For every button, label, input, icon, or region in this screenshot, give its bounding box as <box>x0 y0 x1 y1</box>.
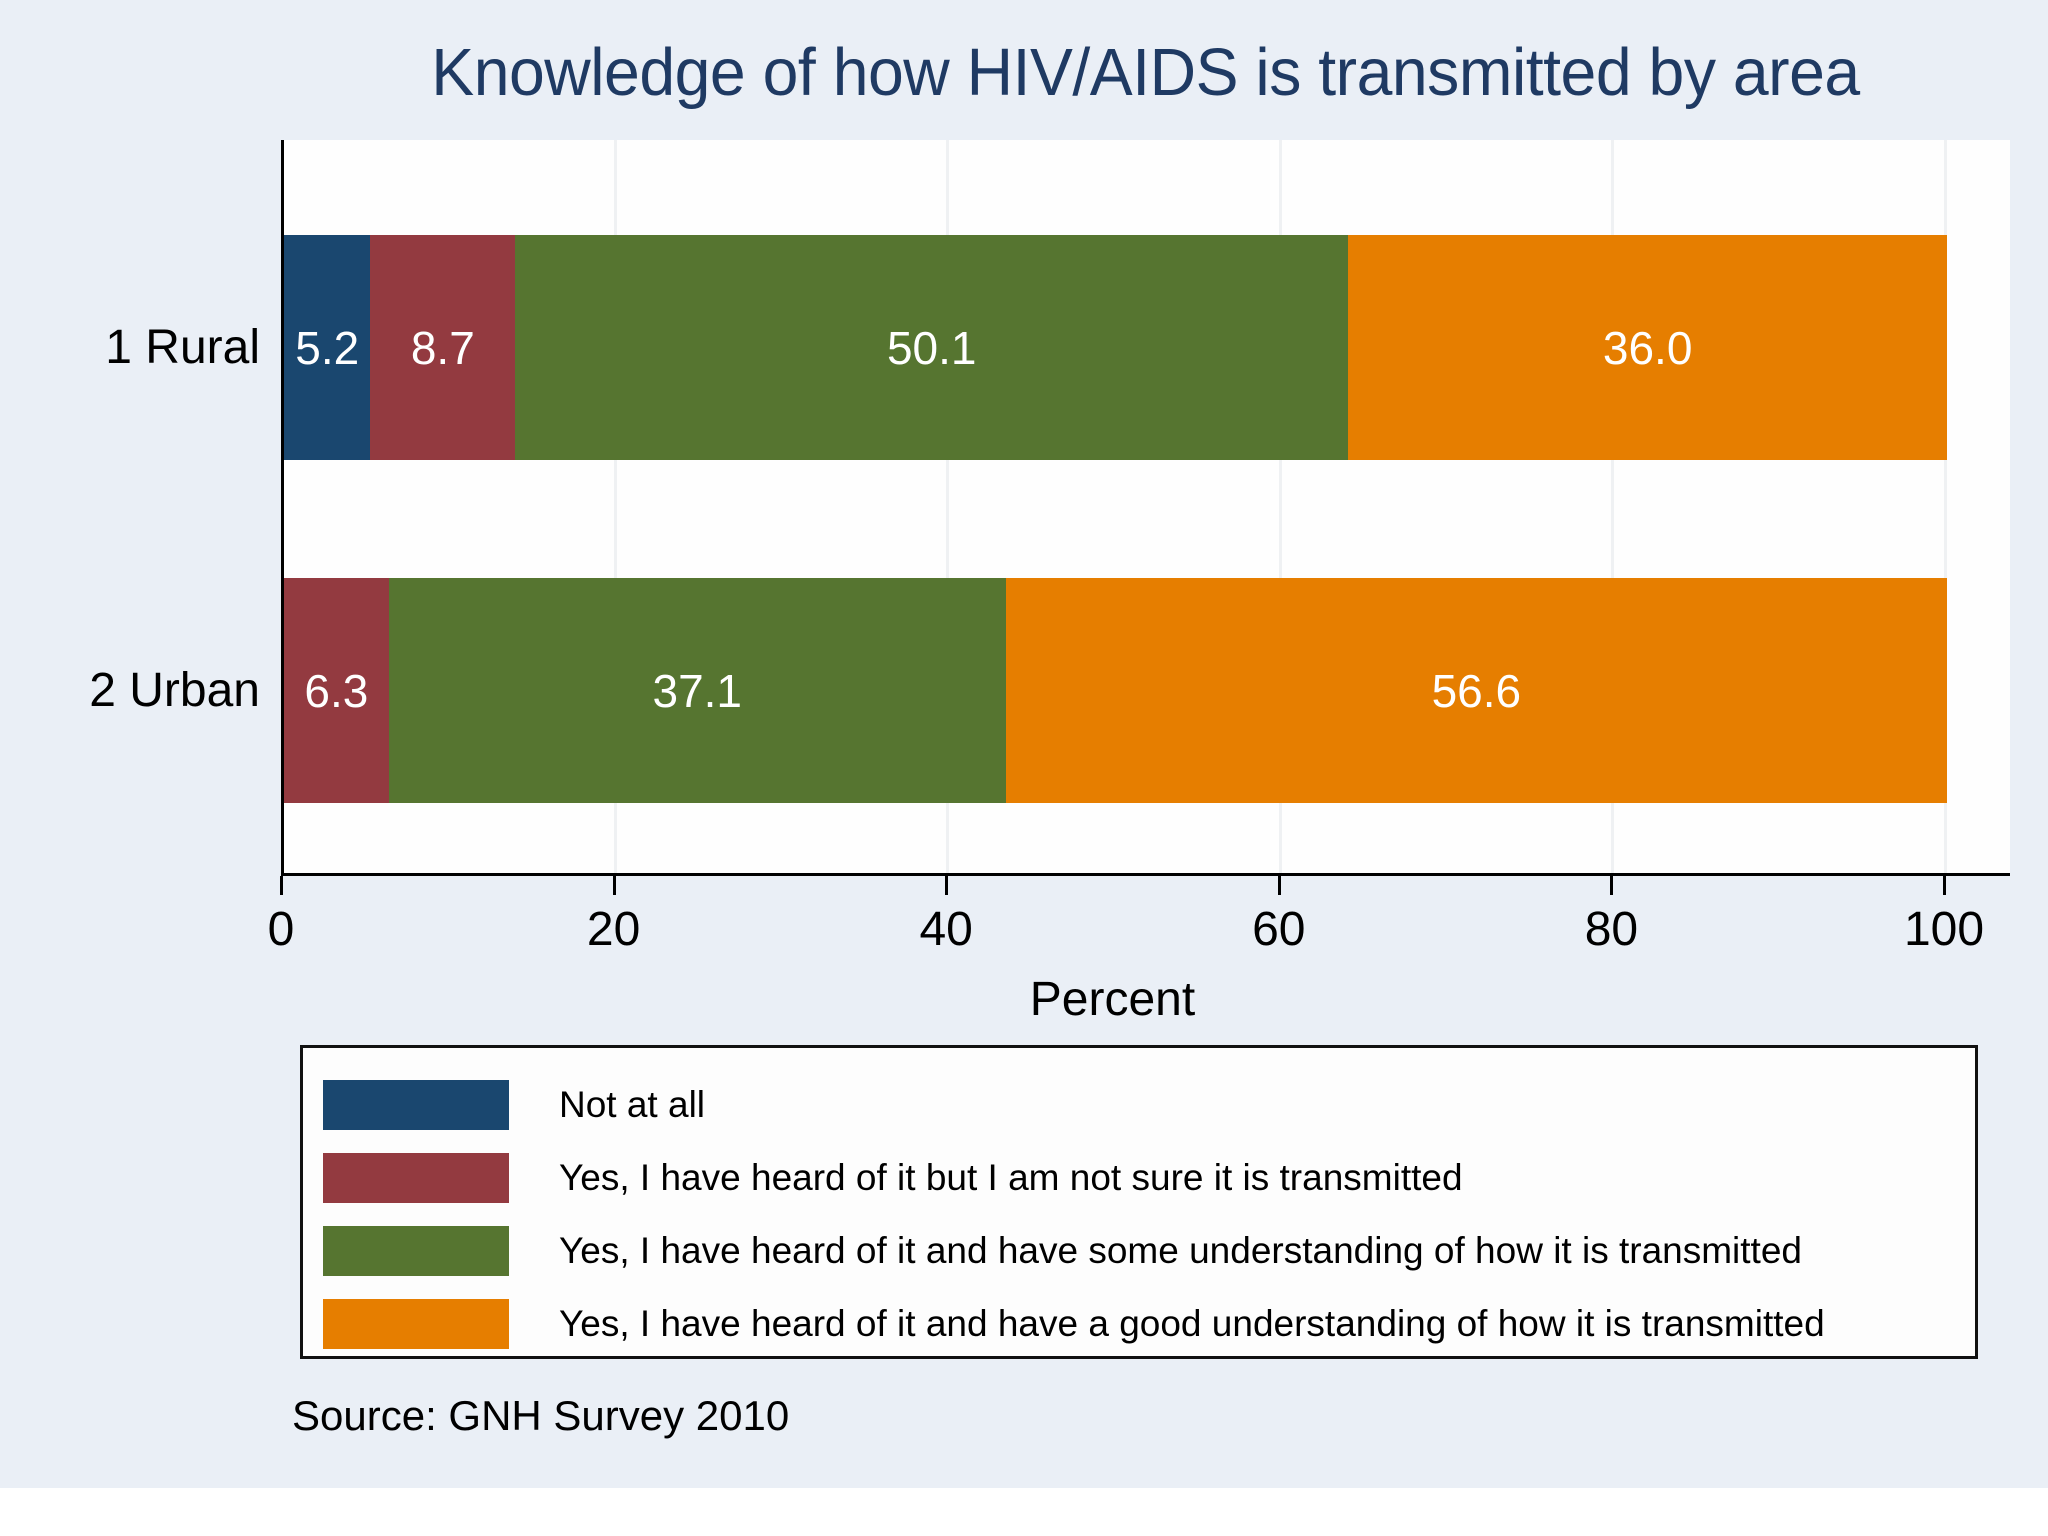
gridline-100 <box>1944 140 1947 873</box>
plot-area: 5.2 8.7 50.1 36.0 6.3 37.1 56.6 <box>281 140 2010 876</box>
legend-item-2: Yes, I have heard of it but I am not sur… <box>323 1141 1975 1214</box>
legend-item-4: Yes, I have heard of it and have a good … <box>323 1287 1975 1360</box>
legend-label-2: Yes, I have heard of it but I am not sur… <box>559 1156 1463 1198</box>
bar-value-label: 5.2 <box>295 321 360 374</box>
bar-value-label: 37.1 <box>652 664 743 717</box>
bar-segment-series3: 50.1 <box>515 235 1349 460</box>
legend-label-1: Not at all <box>559 1083 706 1125</box>
tick-label-60: 60 <box>1252 903 1306 956</box>
bar-value-label: 6.3 <box>304 664 369 717</box>
tick-mark-100 <box>1943 876 1946 895</box>
bar-value-label: 8.7 <box>410 321 475 374</box>
legend-swatch-2 <box>323 1152 509 1203</box>
legend-swatch-3 <box>323 1225 509 1276</box>
gridline-40 <box>946 140 950 873</box>
bar-segment-series4: 36.0 <box>1348 235 1947 460</box>
legend-label-3: Yes, I have heard of it and have some un… <box>559 1229 1802 1271</box>
legend-item-3: Yes, I have heard of it and have some un… <box>323 1214 1975 1287</box>
tick-mark-80 <box>1610 876 1614 895</box>
category-label-2-urban: 2 Urban <box>89 663 260 717</box>
tick-label-100: 100 <box>1903 903 1985 956</box>
legend-item-1: Not at all <box>323 1068 1975 1141</box>
tick-mark-40 <box>945 876 949 895</box>
tick-mark-60 <box>1277 876 1281 895</box>
tick-label-80: 80 <box>1584 903 1639 956</box>
tick-mark-20 <box>612 876 616 895</box>
gridline-60 <box>1278 140 1282 873</box>
tick-label-20: 20 <box>586 903 641 956</box>
chart-title: Knowledge of how HIV/AIDS is transmitted… <box>431 35 1860 110</box>
legend-swatch-4 <box>323 1298 509 1349</box>
gridline-20 <box>613 140 617 873</box>
bar-segment-series2: 8.7 <box>370 235 516 460</box>
bar-segment-series1: 5.2 <box>284 235 371 460</box>
source-note: Source: GNH Survey 2010 <box>292 1392 790 1439</box>
tick-mark-0 <box>280 876 283 895</box>
bar-value-label: 36.0 <box>1602 321 1693 374</box>
legend-swatch-1 <box>323 1079 509 1130</box>
bar-value-label: 56.6 <box>1431 664 1522 717</box>
bar-segment-series3: 37.1 <box>388 578 1006 803</box>
legend-label-4: Yes, I have heard of it and have a good … <box>559 1302 1825 1344</box>
bar-segment-series4: 56.6 <box>1005 578 1947 803</box>
x-axis-title: Percent <box>1029 973 1196 1026</box>
bar-value-label: 50.1 <box>886 321 977 374</box>
tick-label-0: 0 <box>267 903 295 956</box>
tick-label-40: 40 <box>919 903 973 956</box>
legend: Not at all Yes, I have heard of it but I … <box>300 1045 1978 1359</box>
category-label-1-rural: 1 Rural <box>105 320 260 374</box>
bar-segment-series2: 6.3 <box>284 578 389 803</box>
chart-canvas: Knowledge of how HIV/AIDS is transmitted… <box>0 0 2048 1488</box>
gridline-80 <box>1611 140 1615 873</box>
